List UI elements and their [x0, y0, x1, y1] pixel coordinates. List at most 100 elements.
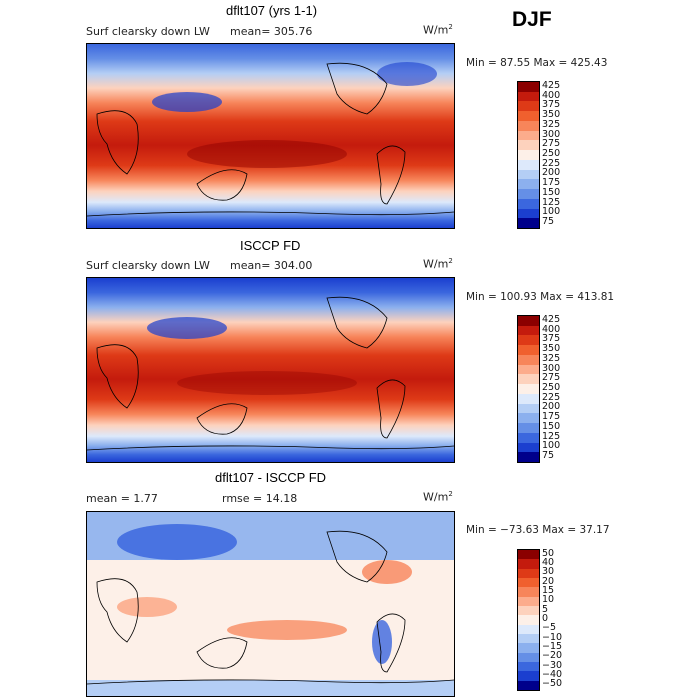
- panel1-warmpool: [187, 140, 347, 168]
- panel3-colorbar-swatch: [518, 606, 539, 616]
- panel3-colorbar-label: 15: [542, 585, 555, 596]
- panel1-colorbar-label: 425: [542, 79, 561, 91]
- panel3-colorbar-label: 5: [542, 603, 549, 615]
- panel3-colorbar-swatch: [518, 680, 539, 691]
- panel1-colorbar-label: 300: [542, 128, 561, 140]
- panel2-colorbar-label: 125: [542, 430, 561, 442]
- panel1-map: [86, 43, 455, 229]
- panel2-map: [86, 277, 455, 463]
- panel3-colorbar-label: −30: [542, 659, 563, 671]
- panel1-colorbar-swatch: [518, 169, 539, 180]
- panel1-colorbar-swatch: [518, 218, 539, 229]
- panel3-coast-antarctica: [87, 679, 454, 685]
- panel1-map-svg: [87, 44, 454, 228]
- panel3-colorbar-label: 30: [542, 566, 555, 578]
- panel1-colorbar: [517, 81, 540, 229]
- panel1-coast-antarctica: [87, 211, 454, 217]
- panel3-andes-low: [372, 620, 392, 664]
- panel1-colorbar-swatch: [518, 91, 539, 102]
- panel2-colorbar-swatch: [518, 452, 539, 463]
- panel1-colorbar-label: 375: [542, 99, 561, 111]
- panel2-mean-label: mean= 304.00: [230, 259, 313, 272]
- panel3-coast-namerica: [326, 530, 388, 583]
- panel1-colorbar-swatch: [518, 150, 539, 161]
- panel1-colorbar-swatch: [518, 198, 539, 210]
- panel3-colorbar-swatch: [518, 643, 539, 654]
- panel3-spac-high: [227, 620, 347, 640]
- panel1-colorbar-label: 275: [542, 138, 561, 150]
- panel1-colorbar-swatch: [518, 159, 539, 171]
- panel2-colorbar-label: 275: [542, 372, 561, 384]
- panel3-coast-samerica: [376, 613, 406, 673]
- panel3-colorbar-label: −15: [542, 641, 563, 652]
- panel3-atlantic-high: [362, 560, 412, 584]
- panel3-colorbar-swatch: [518, 634, 539, 644]
- panel2-colorbar-swatch: [518, 374, 539, 385]
- panel3-antarctic-band: [87, 680, 454, 696]
- panel1-title: dflt107 (yrs 1-1): [226, 3, 318, 18]
- panel3-colorbar-swatch: [518, 624, 539, 635]
- panel2-variable-label: Surf clearsky down LW: [86, 259, 210, 272]
- panel2-colorbar-swatch: [518, 423, 539, 434]
- panel1-colorbar-swatch: [518, 82, 539, 93]
- panel3-asia-low: [117, 524, 237, 560]
- panel2-colorbar-label: 225: [542, 391, 561, 403]
- panel1-arctic-low: [377, 62, 437, 86]
- panel1-coast-namerica: [326, 62, 388, 115]
- panel2-minmax: Min = 100.93 Max = 413.81: [466, 291, 615, 303]
- panel2-title: ISCCP FD: [240, 238, 301, 253]
- panel3-colorbar-label: 0: [542, 613, 549, 624]
- panel2-colorbar-swatch: [518, 354, 539, 366]
- panel1-colorbar-label: 350: [542, 109, 561, 121]
- panel2-colorbar-swatch: [518, 345, 539, 356]
- panel1-colorbar-swatch: [518, 101, 539, 112]
- panel2-colorbar-swatch: [518, 442, 539, 453]
- panel3-colorbar-label: 40: [542, 557, 555, 568]
- panel3-colorbar-swatch: [518, 578, 539, 588]
- panel1-units: W/m2: [423, 23, 453, 37]
- panel2-colorbar-swatch: [518, 393, 539, 405]
- panel1-colorbar-label: 400: [542, 89, 561, 101]
- panel3-units: W/m2: [423, 490, 453, 504]
- panel1-mean-label: mean= 305.76: [230, 25, 313, 38]
- panel2-colorbar: [517, 315, 540, 463]
- panel3-colorbar-label: −50: [542, 678, 563, 690]
- panel1-colorbar-label: 250: [542, 148, 561, 159]
- panel1-colorbar-label: 175: [542, 177, 561, 189]
- panel3-colorbar: [517, 549, 540, 691]
- panel2-colorbar-swatch: [518, 325, 539, 336]
- panel3-mean-label: mean = 1.77: [86, 492, 158, 505]
- panel2-colorbar-label: 425: [542, 313, 561, 325]
- panel3-minmax: Min = −73.63 Max = 37.17: [466, 524, 610, 536]
- panel2-colorbar-swatch: [518, 335, 539, 346]
- panel2-field: [87, 278, 454, 462]
- panel2-map-svg: [87, 278, 454, 462]
- panel2-colorbar-swatch: [518, 316, 539, 327]
- panel3-colorbar-label: −5: [542, 622, 557, 634]
- panel2-coast-africa: [96, 344, 139, 409]
- panel2-colorbar-label: 200: [542, 401, 561, 413]
- panel2-coast-antarctica: [87, 445, 454, 451]
- panel3-colorbar-swatch: [518, 550, 539, 560]
- panel2-colorbar-swatch: [518, 413, 539, 424]
- panel2-units: W/m2: [423, 257, 453, 271]
- panel1-colorbar-label: 225: [542, 157, 561, 169]
- panel2-colorbar-label: 100: [542, 440, 561, 452]
- panel3-map-svg: [87, 512, 454, 696]
- panel3-colorbar-label: −10: [542, 631, 563, 643]
- panel3-colorbar-label: 20: [542, 575, 555, 587]
- season-label: DJF: [512, 8, 552, 31]
- panel2-colorbar-label: 150: [542, 420, 561, 432]
- panel1-colorbar-swatch: [518, 120, 539, 132]
- panel2-warmpool: [177, 371, 357, 395]
- panel3-colorbar-swatch: [518, 596, 539, 607]
- panel2-coast-samerica: [376, 379, 406, 439]
- panel1-colorbar-swatch: [518, 208, 539, 219]
- panel3-colorbar-label: −20: [542, 650, 563, 662]
- panel2-colorbar-label: 300: [542, 362, 561, 374]
- panel2-colorbar-swatch: [518, 384, 539, 395]
- panel1-minmax: Min = 87.55 Max = 425.43: [466, 57, 608, 69]
- panel3-colorbar-swatch: [518, 587, 539, 598]
- panel1-colorbar-label: 325: [542, 118, 561, 130]
- panel3-title: dflt107 - ISCCP FD: [215, 470, 327, 485]
